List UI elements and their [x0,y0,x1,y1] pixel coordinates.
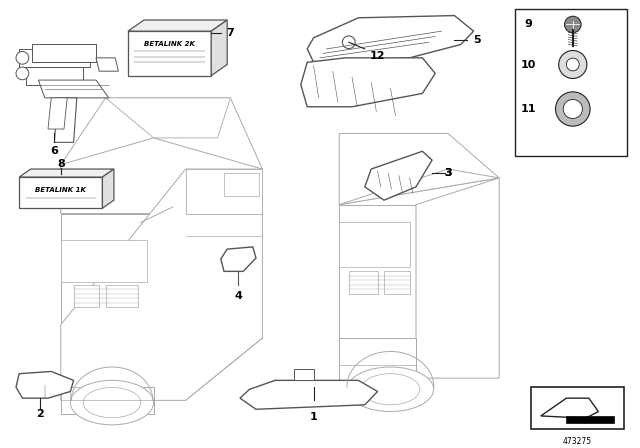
Text: BETALINK 1K: BETALINK 1K [35,186,86,193]
Polygon shape [186,169,262,214]
Text: 2: 2 [36,409,44,419]
Polygon shape [54,98,77,142]
Circle shape [564,16,581,33]
Polygon shape [106,98,230,138]
Polygon shape [128,20,227,31]
Circle shape [342,36,355,49]
Text: 7: 7 [227,28,234,39]
Ellipse shape [83,388,141,418]
Polygon shape [339,205,416,338]
Bar [531,387,624,429]
Bar [128,31,211,76]
Bar [515,9,627,156]
Ellipse shape [70,380,154,425]
Polygon shape [16,371,74,398]
Polygon shape [96,58,118,71]
Circle shape [16,67,29,80]
Polygon shape [221,247,256,271]
Polygon shape [301,58,435,107]
Polygon shape [339,338,416,387]
Polygon shape [349,271,378,293]
Polygon shape [224,173,259,196]
Text: BETALINK 2K: BETALINK 2K [144,42,195,47]
Polygon shape [416,178,499,378]
Text: 473275: 473275 [563,437,592,446]
Polygon shape [339,169,499,205]
Polygon shape [339,223,410,267]
Polygon shape [365,151,432,200]
Circle shape [563,99,582,119]
Polygon shape [294,369,314,380]
Polygon shape [61,214,154,325]
Circle shape [16,52,29,64]
Circle shape [556,92,590,126]
Polygon shape [106,285,138,307]
Polygon shape [26,67,83,85]
Polygon shape [38,80,109,98]
Polygon shape [61,387,154,414]
Polygon shape [211,20,227,76]
Circle shape [370,236,392,258]
Polygon shape [19,49,90,67]
Text: 12: 12 [370,51,385,60]
Text: 8: 8 [57,159,65,169]
Polygon shape [61,138,262,214]
Text: 11: 11 [520,104,536,114]
Ellipse shape [361,374,420,405]
Polygon shape [70,387,96,401]
Polygon shape [32,44,96,62]
Bar [19,177,102,208]
Polygon shape [48,98,67,129]
Circle shape [566,58,579,71]
Polygon shape [566,416,614,422]
Polygon shape [307,16,474,62]
Polygon shape [240,380,378,409]
Polygon shape [19,169,114,177]
Polygon shape [102,169,114,208]
Polygon shape [61,169,262,401]
Ellipse shape [347,367,434,412]
Polygon shape [339,134,499,205]
Polygon shape [61,98,262,214]
Text: 3: 3 [444,168,452,178]
Text: 3: 3 [444,168,452,178]
Text: 9: 9 [524,19,532,30]
Circle shape [100,251,124,274]
Circle shape [106,256,118,269]
Polygon shape [61,240,147,283]
Polygon shape [74,285,99,307]
Text: 1: 1 [310,412,317,422]
Text: 4: 4 [234,291,242,301]
Circle shape [375,241,387,253]
Circle shape [559,51,587,78]
Text: 10: 10 [520,60,536,69]
Polygon shape [384,271,410,293]
Text: 6: 6 [51,146,58,156]
Text: 5: 5 [473,35,481,45]
